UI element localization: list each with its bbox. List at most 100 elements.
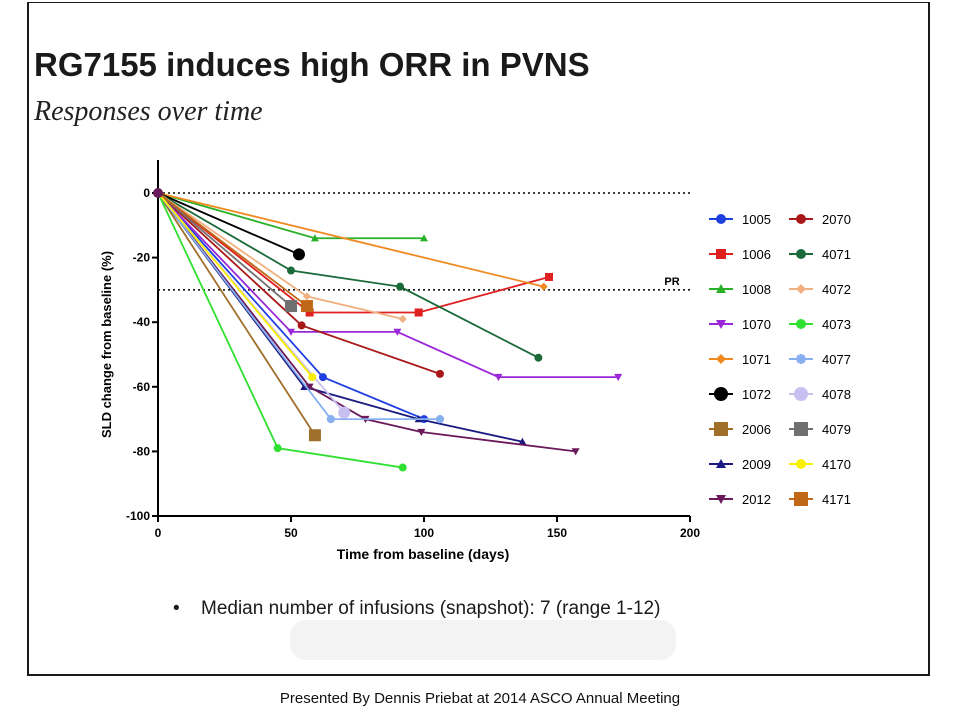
series-4079 bbox=[157, 192, 297, 313]
legend-item-4071: 4071 bbox=[789, 247, 851, 262]
legend-label-2006: 2006 bbox=[742, 422, 771, 437]
series-line-2006 bbox=[157, 192, 316, 436]
data-point-1070 bbox=[614, 373, 623, 382]
legend-label-4079: 4079 bbox=[822, 422, 851, 437]
data-point-4073 bbox=[398, 463, 407, 472]
legend-label-4078: 4078 bbox=[822, 387, 851, 402]
legend-marker-2009 bbox=[716, 459, 726, 468]
legend-item-2006: 2006 bbox=[709, 422, 771, 437]
data-point-4073 bbox=[273, 444, 282, 453]
series-4171 bbox=[157, 192, 313, 313]
x-tick-label: 100 bbox=[414, 526, 434, 540]
legend-item-1072: 1072 bbox=[709, 387, 771, 402]
series-1071 bbox=[157, 192, 548, 291]
series-4072 bbox=[157, 192, 407, 323]
series-4071 bbox=[157, 192, 543, 362]
chart-axes: 0 -20 -40 -60 -80 -100 0 50 100 150 200 Time from b… bbox=[99, 160, 700, 562]
series-line-2012 bbox=[157, 192, 576, 453]
legend-item-1008: 1008 bbox=[709, 282, 771, 297]
series-line-1072 bbox=[157, 192, 300, 256]
legend-marker-4073 bbox=[796, 319, 806, 329]
legend-label-1072: 1072 bbox=[742, 387, 771, 402]
legend-marker-4171 bbox=[794, 492, 808, 506]
legend-label-4073: 4073 bbox=[822, 317, 851, 332]
data-point-2009 bbox=[518, 437, 527, 445]
data-point-4077 bbox=[435, 415, 444, 424]
series-2006 bbox=[157, 192, 321, 442]
legend-marker-1006 bbox=[716, 249, 726, 259]
data-point-4079 bbox=[285, 300, 297, 313]
plot-series bbox=[153, 188, 623, 472]
legend-label-4077: 4077 bbox=[822, 352, 851, 367]
y-tick-label: -80 bbox=[133, 444, 151, 458]
presenter-footer: Presented By Dennis Priebat at 2014 ASCO… bbox=[279, 690, 681, 707]
x-tick-label: 150 bbox=[547, 526, 567, 540]
slide-subtitle: Responses over time bbox=[34, 96, 263, 127]
data-point-1072 bbox=[292, 248, 305, 261]
series-4077 bbox=[157, 192, 444, 424]
data-point-4072 bbox=[302, 292, 311, 301]
legend-marker-1005 bbox=[716, 214, 726, 224]
data-point-2012 bbox=[571, 448, 580, 456]
legend-item-2070: 2070 bbox=[789, 212, 851, 227]
y-tick-label: -60 bbox=[133, 380, 151, 394]
series-1006 bbox=[157, 192, 554, 317]
y-tick-label: -40 bbox=[133, 315, 151, 329]
series-2012 bbox=[157, 192, 580, 456]
legend-marker-4071 bbox=[796, 249, 806, 259]
data-point-4078 bbox=[338, 406, 351, 419]
data-point-1070 bbox=[287, 328, 295, 336]
data-point-2012 bbox=[417, 428, 426, 437]
y-tick-label: -100 bbox=[126, 509, 150, 523]
legend-item-4077: 4077 bbox=[789, 352, 851, 367]
slide-title: RG7155 induces high ORR in PVNS bbox=[34, 46, 590, 83]
series-line-4072 bbox=[157, 192, 403, 320]
data-point-2012 bbox=[305, 383, 314, 391]
legend-label-1070: 1070 bbox=[742, 317, 771, 332]
legend-item-1006: 1006 bbox=[709, 247, 771, 262]
legend-item-1005: 1005 bbox=[709, 212, 771, 227]
x-tick-label: 50 bbox=[284, 526, 298, 540]
series-line-4071 bbox=[157, 192, 539, 359]
data-point-1005 bbox=[318, 373, 327, 382]
data-point-4072 bbox=[398, 314, 407, 323]
data-point-2006 bbox=[308, 429, 321, 442]
legend-label-4072: 4072 bbox=[822, 282, 851, 297]
series-1008 bbox=[157, 192, 428, 242]
legend-label-4071: 4071 bbox=[822, 247, 851, 262]
legend-item-4078: 4078 bbox=[789, 387, 851, 402]
series-4073 bbox=[157, 192, 407, 472]
x-tick-label: 200 bbox=[680, 526, 700, 540]
data-point-1006 bbox=[305, 308, 314, 317]
slide-frame bbox=[27, 2, 930, 676]
legend-label-4171: 4171 bbox=[822, 492, 851, 507]
bullet-note: • Median number of infusions (snapshot): … bbox=[173, 598, 660, 620]
data-point-1006 bbox=[545, 272, 554, 281]
star-bar bbox=[327, 415, 335, 423]
legend-label-4170: 4170 bbox=[822, 457, 851, 472]
legend-marker-1070 bbox=[716, 320, 726, 329]
media-player-overlay[interactable] bbox=[290, 620, 676, 660]
series-line-1006 bbox=[157, 192, 550, 314]
legend-label-2070: 2070 bbox=[822, 212, 851, 227]
legend-marker-1008 bbox=[716, 284, 726, 293]
legend-marker-2012 bbox=[716, 495, 726, 504]
y-tick-label: 0 bbox=[143, 186, 150, 200]
data-point-4170 bbox=[308, 373, 317, 382]
legend-label-1008: 1008 bbox=[742, 282, 771, 297]
legend-item-2009: 2009 bbox=[709, 457, 771, 472]
star-bar bbox=[436, 415, 444, 423]
legend-item-4171: 4171 bbox=[789, 492, 851, 507]
legend-marker-1072 bbox=[714, 387, 728, 401]
legend-item-4079: 4079 bbox=[789, 422, 851, 437]
chart-legend: 1005 1006 1008 1070 1071 1072 2006 2009 2012 2070… bbox=[709, 212, 851, 507]
legend-marker-1071 bbox=[716, 354, 726, 364]
data-point-1008 bbox=[420, 234, 428, 242]
data-point-4071 bbox=[534, 353, 543, 362]
legend-item-1070: 1070 bbox=[709, 317, 771, 332]
legend-item-4170: 4170 bbox=[789, 457, 851, 472]
legend-label-2009: 2009 bbox=[742, 457, 771, 472]
legend-label-1006: 1006 bbox=[742, 247, 771, 262]
series-line-4171 bbox=[157, 192, 308, 307]
